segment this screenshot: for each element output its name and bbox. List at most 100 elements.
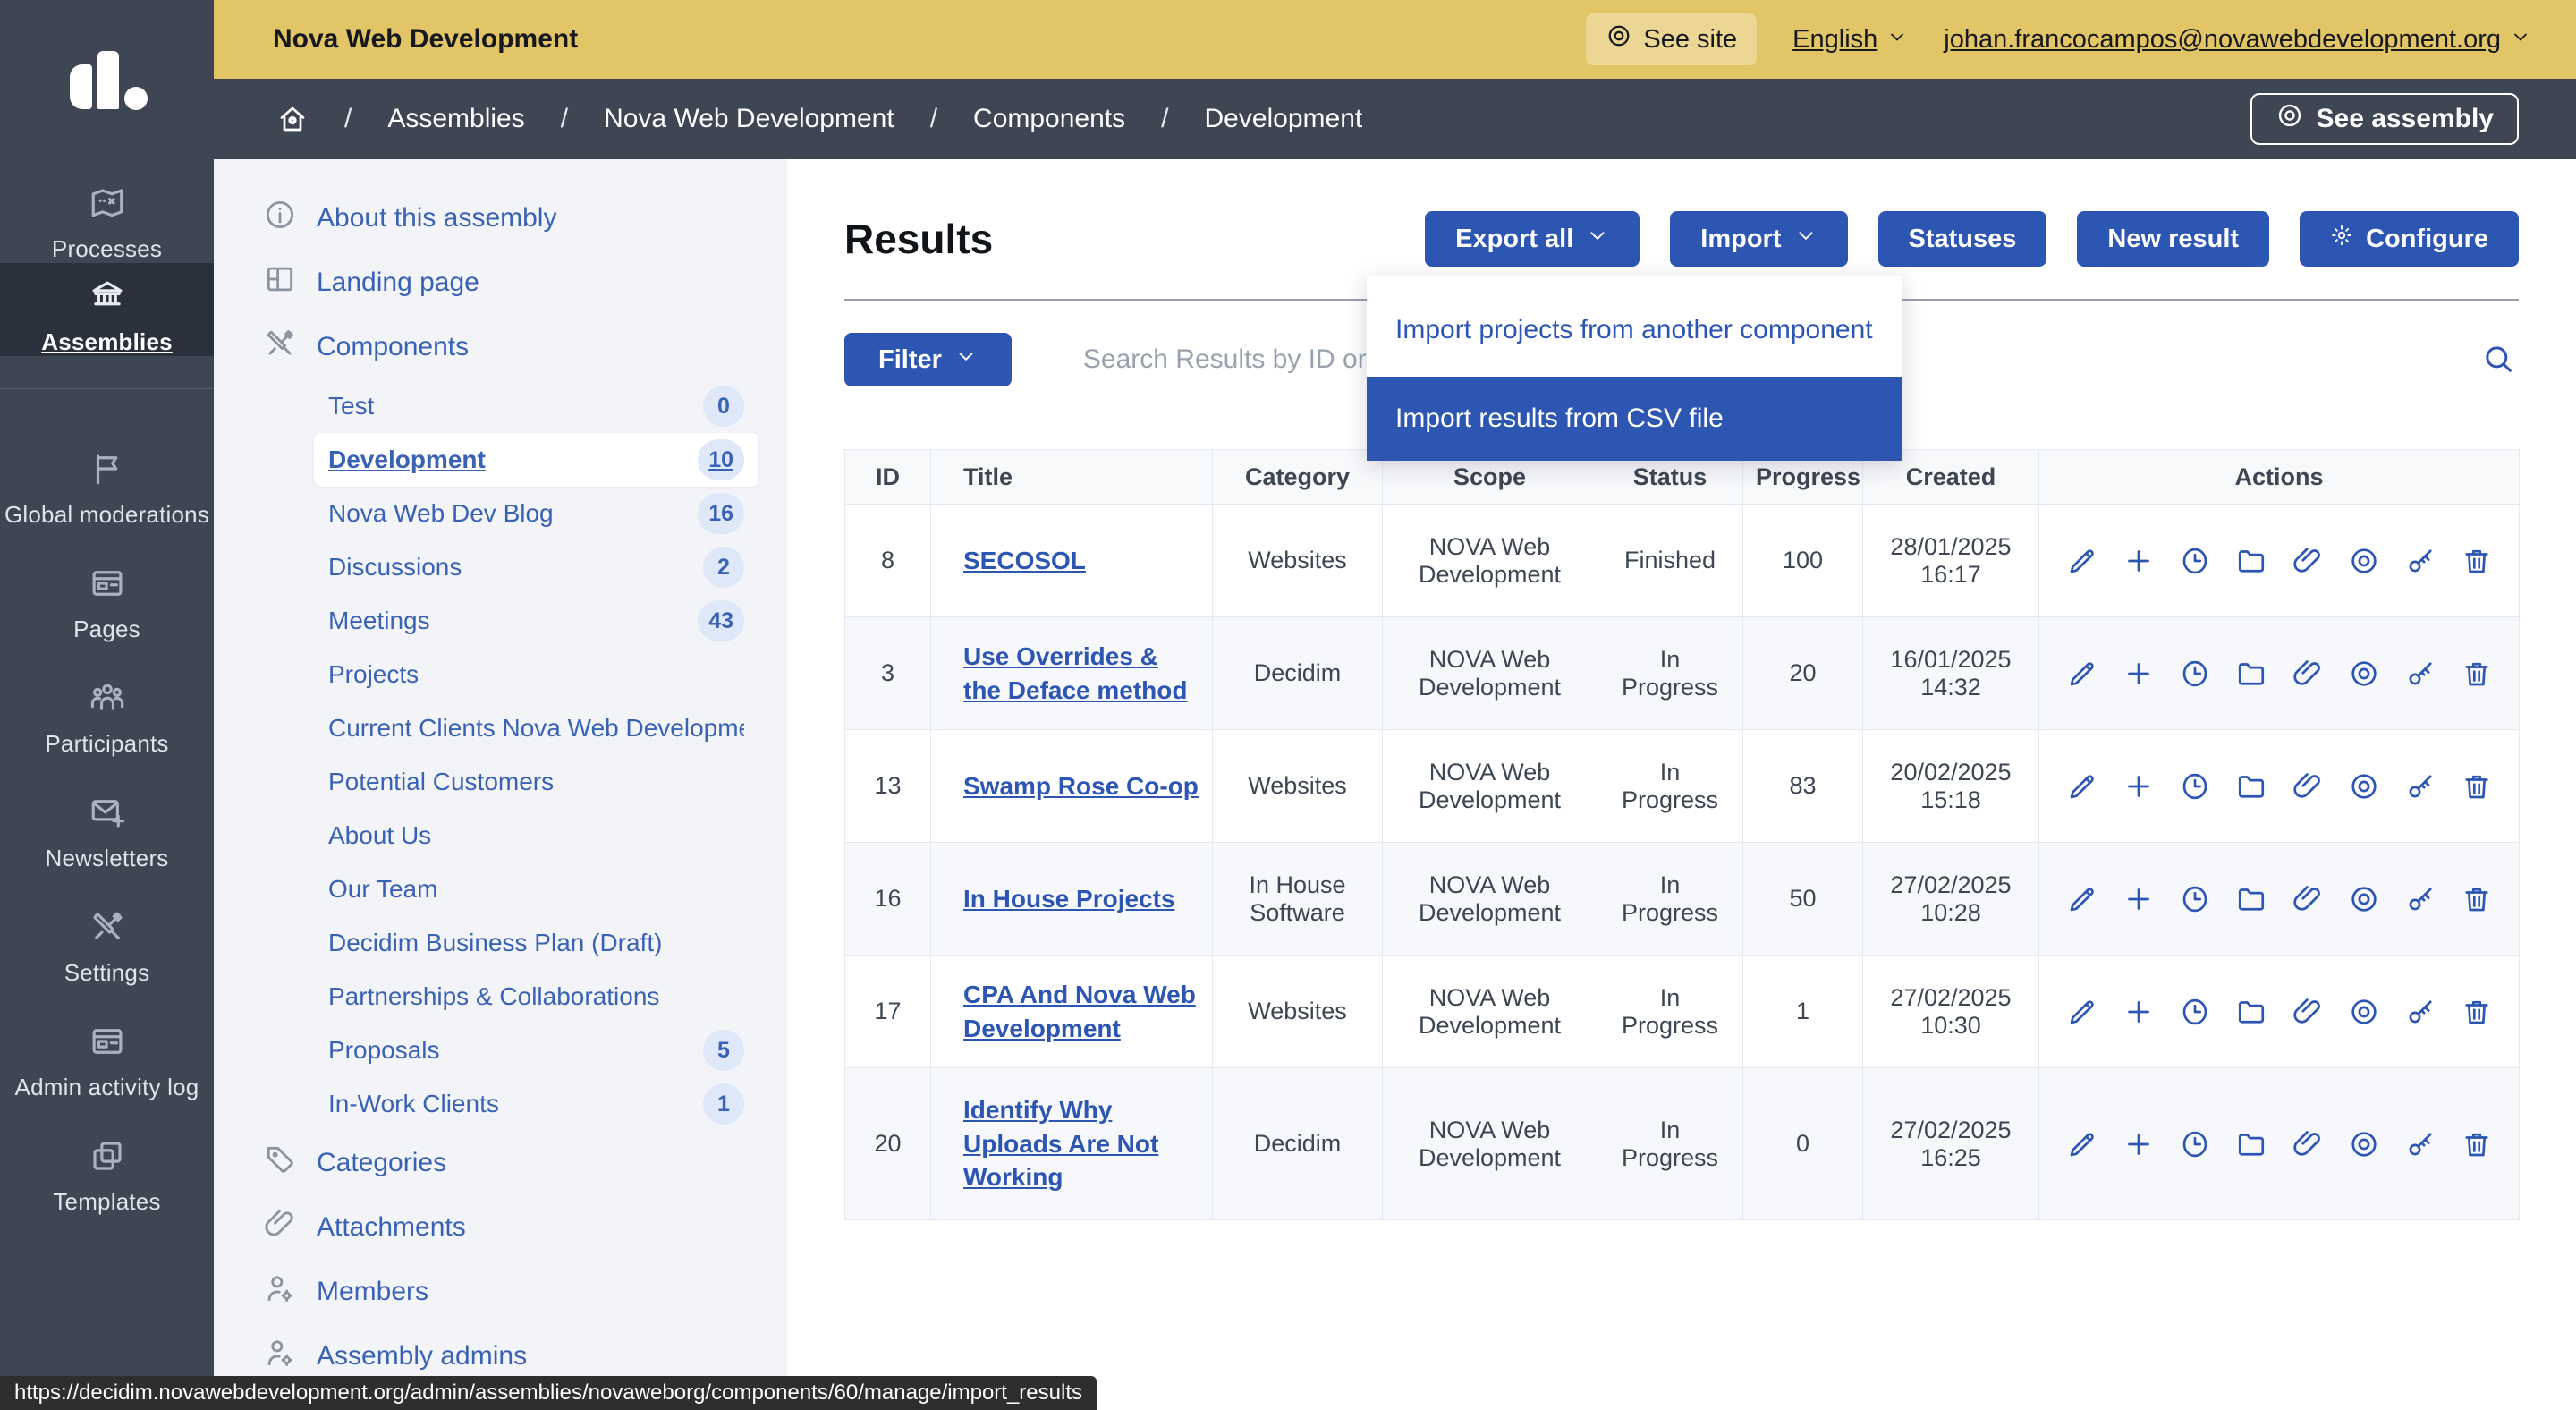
- result-title-link[interactable]: SECOSOL: [963, 546, 1086, 574]
- paperclip-icon[interactable]: [2292, 883, 2324, 915]
- sidebar-item-participants[interactable]: Participants: [0, 661, 214, 776]
- folder-icon[interactable]: [2235, 545, 2267, 577]
- clock-icon[interactable]: [2179, 658, 2211, 690]
- language-selector[interactable]: English: [1792, 25, 1908, 55]
- sidebar-item-templates[interactable]: Templates: [0, 1119, 214, 1234]
- edit-pencil-icon[interactable]: [2066, 883, 2098, 915]
- result-title-link[interactable]: Swamp Rose Co-op: [963, 771, 1199, 800]
- menu-item-members[interactable]: Members: [214, 1260, 787, 1324]
- preview-eye-icon[interactable]: [2348, 770, 2380, 803]
- result-title-link[interactable]: Identify Why Uploads Are Not Working: [963, 1095, 1159, 1192]
- menu-item-import-projects[interactable]: Import projects from another component: [1395, 315, 1873, 344]
- trash-icon[interactable]: [2461, 770, 2493, 803]
- edit-pencil-icon[interactable]: [2066, 545, 2098, 577]
- menu-item-assembly-admins[interactable]: Assembly admins: [214, 1324, 787, 1389]
- key-permissions-icon[interactable]: [2404, 770, 2436, 803]
- sidebar-item-newsletters[interactable]: Newsletters: [0, 776, 214, 890]
- component-item-about-us[interactable]: About Us: [314, 809, 758, 862]
- key-permissions-icon[interactable]: [2404, 996, 2436, 1028]
- paperclip-icon[interactable]: [2292, 1128, 2324, 1160]
- component-item-projects[interactable]: Projects: [314, 648, 758, 701]
- org-logo[interactable]: [0, 0, 214, 170]
- trash-icon[interactable]: [2461, 545, 2493, 577]
- clock-icon[interactable]: [2179, 996, 2211, 1028]
- add-plus-icon[interactable]: [2123, 883, 2155, 915]
- breadcrumb-current-component[interactable]: Development: [1204, 104, 1363, 133]
- result-title-link[interactable]: CPA And Nova Web Development: [963, 980, 1196, 1042]
- sidebar-item-settings[interactable]: Settings: [0, 890, 214, 1005]
- see-site-link[interactable]: See site: [1586, 13, 1758, 65]
- add-plus-icon[interactable]: [2123, 658, 2155, 690]
- menu-item-components[interactable]: Components: [214, 315, 787, 379]
- component-item-partnerships[interactable]: Partnerships & Collaborations: [314, 970, 758, 1024]
- menu-item-import-results-csv[interactable]: Import results from CSV file: [1367, 377, 1902, 461]
- home-icon[interactable]: [276, 103, 309, 135]
- key-permissions-icon[interactable]: [2404, 658, 2436, 690]
- see-assembly-button[interactable]: See assembly: [2250, 93, 2519, 145]
- statuses-button[interactable]: Statuses: [1877, 211, 2047, 267]
- breadcrumb-components[interactable]: Components: [973, 104, 1126, 133]
- menu-item-attachments[interactable]: Attachments: [214, 1195, 787, 1260]
- sidebar-item-global-moderations[interactable]: Global moderations: [0, 432, 214, 547]
- edit-pencil-icon[interactable]: [2066, 996, 2098, 1028]
- breadcrumb-assembly-name[interactable]: Nova Web Development: [604, 104, 894, 133]
- edit-pencil-icon[interactable]: [2066, 770, 2098, 803]
- key-permissions-icon[interactable]: [2404, 883, 2436, 915]
- folder-icon[interactable]: [2235, 883, 2267, 915]
- preview-eye-icon[interactable]: [2348, 1128, 2380, 1160]
- paperclip-icon[interactable]: [2292, 658, 2324, 690]
- trash-icon[interactable]: [2461, 996, 2493, 1028]
- component-item-proposals[interactable]: Proposals 5: [314, 1024, 758, 1077]
- component-item-discussions[interactable]: Discussions 2: [314, 540, 758, 594]
- add-plus-icon[interactable]: [2123, 1128, 2155, 1160]
- preview-eye-icon[interactable]: [2348, 545, 2380, 577]
- add-plus-icon[interactable]: [2123, 545, 2155, 577]
- component-item-our-team[interactable]: Our Team: [314, 862, 758, 916]
- paperclip-icon[interactable]: [2292, 770, 2324, 803]
- preview-eye-icon[interactable]: [2348, 883, 2380, 915]
- folder-icon[interactable]: [2235, 1128, 2267, 1160]
- add-plus-icon[interactable]: [2123, 770, 2155, 803]
- folder-icon[interactable]: [2235, 996, 2267, 1028]
- menu-item-about-assembly[interactable]: About this assembly: [214, 186, 787, 251]
- component-item-potential-customers[interactable]: Potential Customers: [314, 755, 758, 809]
- breadcrumb-assemblies[interactable]: Assemblies: [387, 104, 525, 133]
- filter-button[interactable]: Filter: [844, 333, 1012, 386]
- component-item-development[interactable]: Development 10: [314, 433, 758, 487]
- user-menu[interactable]: johan.francocampos@novawebdevelopment.or…: [1944, 25, 2531, 55]
- trash-icon[interactable]: [2461, 1128, 2493, 1160]
- preview-eye-icon[interactable]: [2348, 658, 2380, 690]
- clock-icon[interactable]: [2179, 1128, 2211, 1160]
- paperclip-icon[interactable]: [2292, 545, 2324, 577]
- clock-icon[interactable]: [2179, 545, 2211, 577]
- clock-icon[interactable]: [2179, 770, 2211, 803]
- component-item-current-clients[interactable]: Current Clients Nova Web Development: [314, 701, 758, 755]
- configure-button[interactable]: Configure: [2300, 211, 2519, 267]
- key-permissions-icon[interactable]: [2404, 545, 2436, 577]
- export-all-button[interactable]: Export all: [1425, 211, 1640, 267]
- sidebar-item-assemblies[interactable]: Assemblies: [0, 263, 214, 356]
- search-button[interactable]: [2478, 339, 2519, 380]
- edit-pencil-icon[interactable]: [2066, 1128, 2098, 1160]
- edit-pencil-icon[interactable]: [2066, 658, 2098, 690]
- import-button[interactable]: Import: [1670, 211, 1848, 267]
- key-permissions-icon[interactable]: [2404, 1128, 2436, 1160]
- folder-icon[interactable]: [2235, 770, 2267, 803]
- folder-icon[interactable]: [2235, 658, 2267, 690]
- clock-icon[interactable]: [2179, 883, 2211, 915]
- component-item-meetings[interactable]: Meetings 43: [314, 594, 758, 648]
- sidebar-item-pages[interactable]: Pages: [0, 547, 214, 661]
- sidebar-item-admin-activity-log[interactable]: Admin activity log: [0, 1005, 214, 1119]
- sidebar-item-processes[interactable]: Processes: [0, 170, 214, 263]
- component-item-nova-web-dev-blog[interactable]: Nova Web Dev Blog 16: [314, 487, 758, 540]
- new-result-button[interactable]: New result: [2077, 211, 2270, 267]
- component-item-decidim-business-plan[interactable]: Decidim Business Plan (Draft): [314, 916, 758, 970]
- component-item-in-work-clients[interactable]: In-Work Clients 1: [314, 1077, 758, 1131]
- add-plus-icon[interactable]: [2123, 996, 2155, 1028]
- result-title-link[interactable]: Use Overrides & the Deface method: [963, 641, 1188, 704]
- component-item-test[interactable]: Test 0: [314, 379, 758, 433]
- menu-item-landing-page[interactable]: Landing page: [214, 251, 787, 315]
- trash-icon[interactable]: [2461, 883, 2493, 915]
- preview-eye-icon[interactable]: [2348, 996, 2380, 1028]
- paperclip-icon[interactable]: [2292, 996, 2324, 1028]
